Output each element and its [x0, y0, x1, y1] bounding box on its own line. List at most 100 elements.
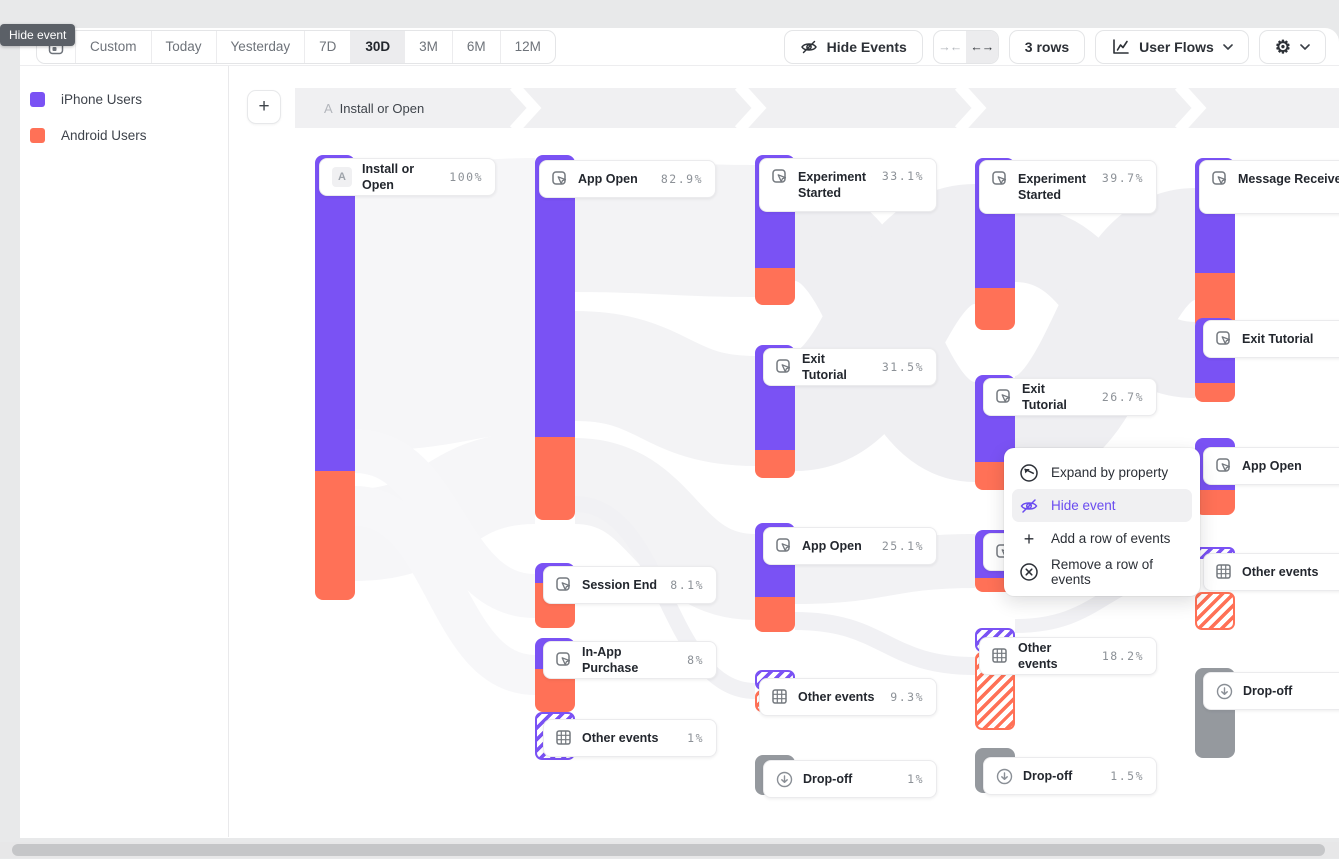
- plus-icon: +: [1023, 528, 1035, 549]
- sidebar: iPhone Users Android Users: [20, 66, 229, 837]
- chevron-down-icon: [1300, 43, 1310, 50]
- menu-item-label: Remove a row of events: [1051, 556, 1154, 587]
- range-30d[interactable]: 30D: [351, 30, 406, 63]
- other-events-bar[interactable]: [1195, 592, 1235, 630]
- flow-bar[interactable]: [315, 155, 355, 600]
- event-icon: [1216, 331, 1232, 347]
- flow-bar[interactable]: [975, 375, 1015, 490]
- drop-off-icon: [776, 771, 793, 788]
- menu-item-hide-event[interactable]: Hide event: [1012, 489, 1192, 522]
- event-label: Drop-off: [803, 771, 853, 786]
- collapse-columns-icon[interactable]: →←: [938, 39, 962, 54]
- spacing-toggle: →← ←→: [932, 29, 999, 64]
- event-label: Other events: [1242, 564, 1319, 579]
- range-custom[interactable]: Custom: [76, 30, 152, 63]
- flow-node-card[interactable]: Experiment Started 39.7%: [979, 160, 1157, 214]
- view-selector-button[interactable]: User Flows: [1095, 29, 1249, 64]
- event-icon: [552, 171, 568, 187]
- event-icon: [776, 359, 792, 375]
- event-percent: 1%: [687, 731, 704, 745]
- event-letter-badge: A: [332, 167, 352, 187]
- expand-property-icon: [1019, 463, 1039, 483]
- menu-item-expand-by-property[interactable]: Expand by property: [1012, 456, 1192, 489]
- range-today[interactable]: Today: [152, 30, 217, 63]
- flow-node-card[interactable]: Other events 18.2%: [979, 637, 1157, 675]
- flow-node-card[interactable]: Message Received: [1199, 160, 1339, 214]
- hide-events-button[interactable]: Hide Events: [783, 29, 923, 64]
- event-label: Message Received: [1238, 172, 1339, 186]
- menu-item-label: Hide event: [1051, 498, 1116, 513]
- flow-node-card[interactable]: Other events 1%: [543, 719, 717, 757]
- add-step-button[interactable]: +: [247, 90, 281, 124]
- range-12m[interactable]: 12M: [514, 39, 541, 54]
- flow-node-card[interactable]: App Open 82.9%: [539, 160, 716, 198]
- flow-node-card[interactable]: App Open: [1203, 447, 1339, 485]
- event-label: Other events: [798, 689, 875, 704]
- expand-columns-icon[interactable]: ←→: [965, 30, 998, 63]
- event-label: Exit Tutorial: [1022, 381, 1067, 412]
- event-label: Exit Tutorial: [1242, 331, 1314, 346]
- menu-item-add-row[interactable]: + Add a row of events: [1012, 522, 1192, 555]
- flow-node-card[interactable]: In-App Purchase 8%: [543, 641, 717, 679]
- toolbar: Custom Today Yesterday 7D 30D 3M 6M 12M …: [20, 28, 1339, 66]
- grid-icon: [556, 730, 572, 746]
- event-percent: 1%: [907, 772, 924, 786]
- event-percent: 33.1%: [881, 169, 924, 183]
- event-percent: 8%: [687, 653, 704, 667]
- hide-events-label: Hide Events: [826, 38, 907, 55]
- flow-node-card[interactable]: Exit Tutorial: [1203, 320, 1339, 358]
- range-3m[interactable]: 3M: [405, 30, 453, 63]
- flow-node-card[interactable]: Other events 9.3%: [759, 678, 937, 716]
- grid-icon: [1216, 564, 1232, 580]
- range-yesterday[interactable]: Yesterday: [217, 30, 306, 63]
- event-label: App Open: [578, 171, 638, 186]
- legend-label: iPhone Users: [61, 92, 143, 107]
- flow-node-card[interactable]: Other events: [1203, 553, 1339, 591]
- event-label: Install or Open: [362, 161, 415, 192]
- event-label: App Open: [802, 538, 862, 553]
- event-percent: 100%: [449, 170, 483, 184]
- event-label: Drop-off: [1023, 768, 1073, 783]
- legend-item-android[interactable]: Android Users: [30, 128, 228, 143]
- flow-node-card[interactable]: Exit Tutorial 26.7%: [983, 378, 1157, 416]
- event-label: In-App Purchase: [582, 644, 639, 675]
- date-range-control: Custom Today Yesterday 7D 30D 3M 6M 12M: [36, 29, 556, 64]
- flow-bar[interactable]: [535, 155, 575, 520]
- step-header-strip: A Install or Open: [295, 88, 1339, 128]
- cursor-tooltip: Hide event: [0, 24, 76, 46]
- event-label: Exit Tutorial: [802, 351, 847, 382]
- event-label: Session End: [582, 577, 658, 592]
- menu-item-label: Expand by property: [1051, 465, 1169, 480]
- flow-node-card[interactable]: Session End 8.1%: [543, 566, 717, 604]
- step-header[interactable]: A Install or Open: [295, 101, 424, 116]
- toolbar-right: Hide Events →← ←→ 3 rows User Flows ⚙: [783, 29, 1326, 64]
- menu-item-remove-row[interactable]: Remove a row of events: [1012, 555, 1192, 588]
- range-6m[interactable]: 6M: [453, 30, 501, 63]
- rows-label: 3 rows: [1024, 38, 1070, 55]
- settings-button[interactable]: ⚙: [1258, 29, 1326, 64]
- chevron-down-icon: [1223, 43, 1233, 50]
- flow-node-card[interactable]: Drop-off: [1203, 672, 1339, 710]
- range-7d[interactable]: 7D: [305, 30, 352, 63]
- event-icon: [1216, 458, 1232, 474]
- flow-ribbons: [353, 158, 1201, 699]
- event-label: Experiment Started: [798, 170, 867, 201]
- scrollbar-thumb[interactable]: [12, 844, 1325, 856]
- flow-node-card[interactable]: Exit Tutorial 31.5%: [763, 348, 937, 386]
- flow-node-card[interactable]: App Open 25.1%: [763, 527, 937, 565]
- legend-item-iphone[interactable]: iPhone Users: [30, 92, 228, 107]
- flow-canvas: + A Install or Open A Install or: [229, 66, 1339, 837]
- event-percent: 8.1%: [670, 578, 704, 592]
- legend-label: Android Users: [61, 128, 147, 143]
- event-icon: [996, 389, 1012, 405]
- flow-node-card[interactable]: Experiment Started 33.1%: [759, 158, 937, 212]
- user-flows-chart-icon: [1113, 38, 1129, 54]
- step-chevrons: [509, 88, 1207, 128]
- event-label: App Open: [1242, 458, 1302, 473]
- flow-node-card[interactable]: Drop-off 1%: [763, 760, 937, 798]
- flow-node-card[interactable]: Drop-off 1.5%: [983, 757, 1157, 795]
- flow-node-card[interactable]: A Install or Open 100%: [319, 158, 496, 196]
- rows-button[interactable]: 3 rows: [1008, 29, 1086, 64]
- event-percent: 9.3%: [890, 690, 924, 704]
- event-percent: 1.5%: [1110, 769, 1144, 783]
